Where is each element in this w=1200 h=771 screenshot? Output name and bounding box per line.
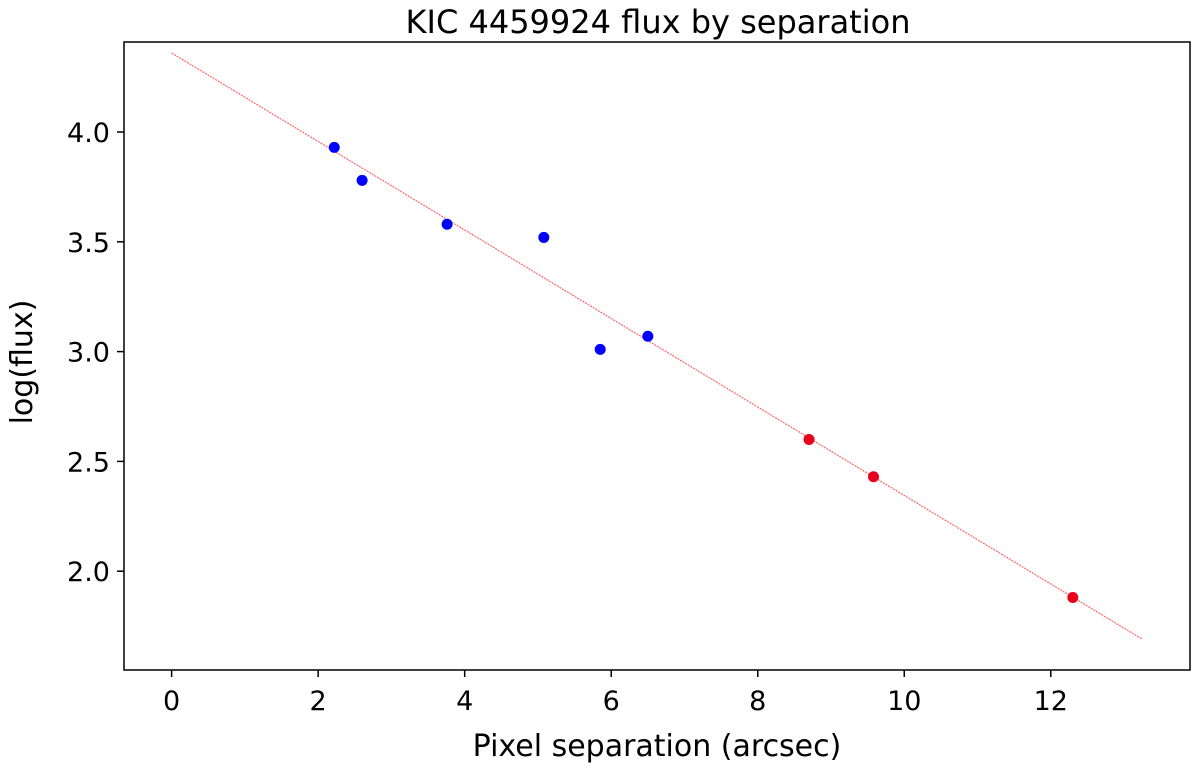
y-axis-label: log(flux) [5, 300, 40, 425]
data-point-s0-2 [441, 218, 453, 230]
x-axis: 0 2 4 6 8 10 12 [163, 670, 1068, 717]
x-tick-label: 12 [1034, 686, 1068, 717]
data-point-s0-4 [594, 343, 606, 355]
y-tick-label: 2.5 [67, 447, 110, 478]
x-tick-label: 0 [163, 686, 180, 717]
data-point-s0-1 [356, 174, 368, 186]
y-tick-label: 2.0 [67, 557, 110, 588]
data-point-s1-0 [803, 433, 815, 445]
chart-title: KIC 4459924 flux by separation [406, 3, 911, 41]
y-tick-label: 3.5 [67, 228, 110, 259]
data-point-s0-3 [538, 231, 550, 243]
y-tick-label: 4.0 [67, 118, 110, 149]
data-point-s1-1 [867, 471, 879, 483]
x-tick-label: 8 [749, 686, 766, 717]
data-point-s1-2 [1067, 592, 1079, 604]
plot-frame [123, 41, 1191, 671]
data-point-s0-5 [642, 330, 654, 342]
x-tick-label: 2 [310, 686, 327, 717]
x-tick-label: 10 [887, 686, 921, 717]
data-point-s0-0 [328, 141, 340, 153]
x-axis-label: Pixel separation (arcsec) [473, 729, 842, 764]
plot-area [171, 52, 1143, 640]
x-tick-label: 4 [456, 686, 473, 717]
x-tick-label: 6 [603, 686, 620, 717]
fit-line [171, 52, 1143, 640]
y-tick-label: 3.0 [67, 338, 110, 369]
y-axis: 2.0 2.5 3.0 3.5 4.0 [67, 118, 124, 588]
